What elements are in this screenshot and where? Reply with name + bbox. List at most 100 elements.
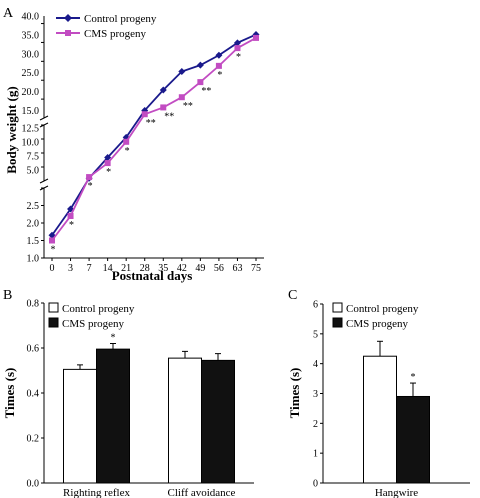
cms-progeny-point: [178, 94, 185, 101]
panel-a-significance-stars: ***************: [51, 52, 241, 255]
cms-progeny-point: [104, 160, 111, 167]
significance-star: *: [125, 146, 130, 157]
legend-cms-swatch: [48, 317, 59, 328]
x-tick-label: 56: [214, 263, 224, 274]
significance-star: *: [106, 167, 111, 178]
category-label: Hangwire: [375, 487, 418, 498]
significance-star: **: [146, 118, 156, 129]
x-tick-label: 21: [121, 263, 131, 274]
y-tick-label: 0.8: [27, 299, 40, 310]
significance-star: *: [88, 181, 93, 192]
cms-progeny-point: [160, 104, 167, 111]
y-tick-label: 1.0: [27, 254, 40, 265]
control-progeny-point: [215, 51, 223, 59]
y-tick-label: 3: [313, 389, 318, 400]
y-tick-label: 4: [313, 359, 318, 370]
legend-cms-swatch: [332, 317, 343, 328]
panel-a-y-axis-title: Body weight (g): [4, 86, 19, 173]
axis-break-mark: [39, 178, 49, 184]
cms-progeny-point: [141, 111, 148, 118]
significance-star: **: [164, 111, 174, 122]
control-progeny-bar: [63, 368, 97, 484]
panel-a-x-axis-title: Postnatal days: [112, 268, 193, 283]
x-tick-label: 35: [158, 263, 168, 274]
y-tick-label: 1.5: [27, 236, 40, 247]
y-tick-label: 20.0: [22, 87, 40, 98]
significance-star: *: [69, 220, 74, 231]
category-label: Righting reflex: [63, 487, 130, 498]
cms-progeny-bar: [96, 348, 130, 484]
significance-star: *: [236, 52, 241, 63]
legend-cms-square-marker: [65, 30, 71, 36]
y-tick-label: 1: [313, 449, 318, 460]
panel-c-bars: *: [363, 340, 430, 484]
x-tick-label: 0: [50, 263, 55, 274]
y-tick-label: 10.0: [22, 137, 40, 148]
hangwire-bar-chart: 0 1 2 3 4 5 6 Hangwire * Times (s) Control prog…: [287, 300, 470, 498]
legend-control-label: Control progeny: [84, 13, 157, 25]
y-tick-label: 0: [313, 479, 318, 490]
panel-letter-a: A: [3, 6, 14, 21]
x-tick-label: 7: [87, 263, 92, 274]
cms-progeny-point: [49, 237, 55, 244]
panel-a-legend: Control progeny CMS progeny: [56, 13, 157, 40]
cms-progeny-point: [123, 138, 130, 145]
panel-b-y-axis-title: Times (s): [2, 368, 17, 419]
panel-b-legend: Control progeny CMS progeny: [48, 302, 135, 330]
axis-break-mark: [39, 115, 49, 121]
y-tick-label: 2: [313, 419, 318, 430]
significance-star: **: [201, 86, 211, 97]
control-progeny-point: [159, 86, 167, 94]
panel-b-bars: *: [63, 333, 235, 484]
significance-star: *: [111, 333, 116, 344]
control-progeny-line: [51, 33, 257, 236]
x-tick-label: 42: [177, 263, 187, 274]
panel-a-axes: 1.01.52.02.55.07.510.012.515.020.025.030…: [22, 12, 264, 274]
y-tick-label: 15.0: [22, 106, 40, 117]
control-progeny-point: [104, 153, 112, 161]
y-tick-label: 6: [313, 300, 318, 311]
control-progeny-bar: [363, 355, 397, 484]
legend-cms-label: CMS progeny: [62, 318, 125, 330]
legend-cms-label: CMS progeny: [84, 28, 147, 40]
panel-c-axes: 0 1 2 3 4 5 6 Hangwire: [313, 300, 470, 498]
significance-star: *: [411, 372, 416, 383]
category-label: Cliff avoidance: [168, 487, 236, 498]
legend-control-diamond-marker: [64, 14, 72, 22]
cms-progeny-point: [197, 79, 204, 86]
control-progeny-point: [233, 39, 241, 47]
significance-star: **: [183, 101, 193, 112]
significance-star: *: [217, 70, 222, 81]
y-tick-label: 7.5: [27, 151, 40, 162]
panel-letter-b: B: [3, 288, 12, 303]
significance-star: *: [51, 245, 56, 256]
y-tick-label: 0.2: [27, 434, 40, 445]
y-tick-label: 2.5: [27, 201, 40, 212]
y-tick-label: 5: [313, 329, 318, 340]
legend-cms-label: CMS progeny: [346, 318, 409, 330]
x-tick-label: 75: [251, 263, 261, 274]
control-progeny-point: [196, 61, 204, 69]
y-tick-label: 30.0: [22, 49, 40, 60]
x-tick-label: 28: [140, 263, 150, 274]
control-progeny-point: [178, 68, 186, 76]
cms-progeny-line: [51, 37, 257, 242]
cms-progeny-bar: [201, 359, 235, 484]
legend-control-label: Control progeny: [346, 303, 419, 315]
cms-progeny-point: [215, 62, 222, 69]
cms-progeny-point: [253, 34, 259, 41]
y-tick-label: 0.0: [27, 479, 40, 490]
cms-progeny-bar: [396, 395, 430, 484]
x-tick-label: 14: [103, 263, 113, 274]
x-tick-label: 63: [232, 263, 242, 274]
y-tick-label: 2.0: [27, 219, 40, 230]
body-weight-line-chart: 1.01.52.02.55.07.510.012.515.020.025.030…: [4, 12, 264, 283]
y-tick-label: 0.4: [27, 389, 40, 400]
legend-control-swatch: [332, 302, 343, 313]
cms-progeny-point: [67, 213, 74, 219]
y-tick-label: 12.5: [22, 123, 40, 134]
righting-cliff-bar-chart: 0.0 0.2 0.4 0.6 0.8 Righting reflex Cliff avoi…: [2, 299, 254, 498]
legend-control-swatch: [48, 302, 59, 313]
panel-c-legend: Control progeny CMS progeny: [332, 302, 419, 330]
